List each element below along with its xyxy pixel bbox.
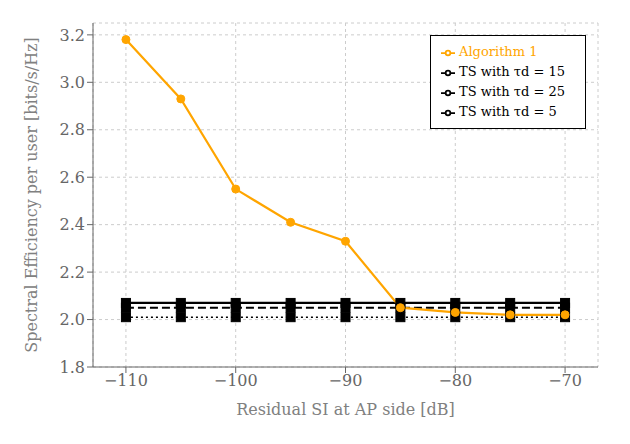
svg-text:Residual SI at AP side [dB]: Residual SI at AP side [dB] — [236, 400, 455, 419]
svg-text:−110: −110 — [104, 371, 148, 390]
svg-text:2.4: 2.4 — [60, 215, 85, 234]
svg-text:Spectral Efficiency per user [: Spectral Efficiency per user [bits/s/Hz] — [22, 37, 41, 353]
svg-text:1.8: 1.8 — [60, 358, 85, 377]
svg-text:2.6: 2.6 — [60, 168, 85, 187]
svg-text:−100: −100 — [214, 371, 258, 390]
svg-text:2.8: 2.8 — [60, 120, 85, 139]
html-text:TS with τd = 15: TS with τd = 15 — [459, 64, 565, 79]
html-text:Algorithm 1: Algorithm 1 — [459, 44, 538, 59]
svg-text:2.2: 2.2 — [60, 263, 85, 282]
svg-text:2.0: 2.0 — [60, 310, 85, 329]
svg-text:−90: −90 — [329, 371, 363, 390]
svg-text:−70: −70 — [548, 371, 582, 390]
html-text:TS with τd = 5: TS with τd = 5 — [459, 104, 557, 119]
svg-text:−80: −80 — [438, 371, 472, 390]
html-text:TS with τd = 25: TS with τd = 25 — [459, 84, 565, 99]
svg-text:3.2: 3.2 — [60, 26, 85, 45]
svg-text:3.0: 3.0 — [60, 73, 85, 92]
